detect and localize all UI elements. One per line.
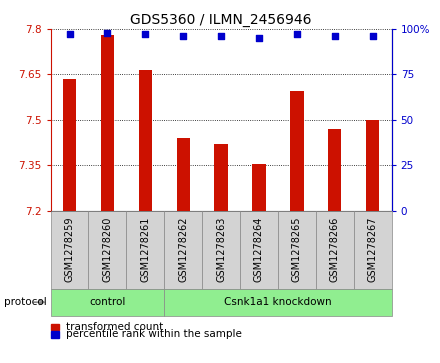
Point [180, 33, 187, 39]
Bar [139, 70, 152, 211]
Text: protocol: protocol [4, 297, 47, 307]
Bar [63, 79, 76, 211]
Text: control: control [89, 297, 126, 307]
Text: Csnk1a1 knockdown: Csnk1a1 knockdown [224, 297, 332, 307]
Text: GSM1278265: GSM1278265 [292, 217, 302, 282]
Point [142, 32, 149, 37]
Text: GSM1278264: GSM1278264 [254, 217, 264, 282]
Text: transformed count: transformed count [66, 322, 163, 332]
Point [331, 33, 338, 39]
Bar [176, 138, 190, 211]
Point [104, 30, 111, 36]
Bar [328, 129, 341, 211]
Bar [253, 164, 266, 211]
Text: GSM1278262: GSM1278262 [178, 217, 188, 282]
Text: GSM1278261: GSM1278261 [140, 217, 150, 282]
Point [256, 35, 263, 41]
Text: GSM1278263: GSM1278263 [216, 217, 226, 282]
Text: percentile rank within the sample: percentile rank within the sample [66, 329, 242, 339]
Bar [290, 91, 304, 211]
Bar [101, 35, 114, 211]
Point [66, 32, 73, 37]
Text: GSM1278267: GSM1278267 [368, 217, 378, 282]
Point [369, 33, 376, 39]
Bar [214, 144, 228, 211]
Title: GDS5360 / ILMN_2456946: GDS5360 / ILMN_2456946 [130, 13, 312, 26]
Bar [366, 120, 379, 211]
Text: GSM1278259: GSM1278259 [65, 217, 74, 282]
Text: GSM1278260: GSM1278260 [103, 217, 113, 282]
Point [293, 32, 301, 37]
Point [218, 33, 225, 39]
Text: GSM1278266: GSM1278266 [330, 217, 340, 282]
